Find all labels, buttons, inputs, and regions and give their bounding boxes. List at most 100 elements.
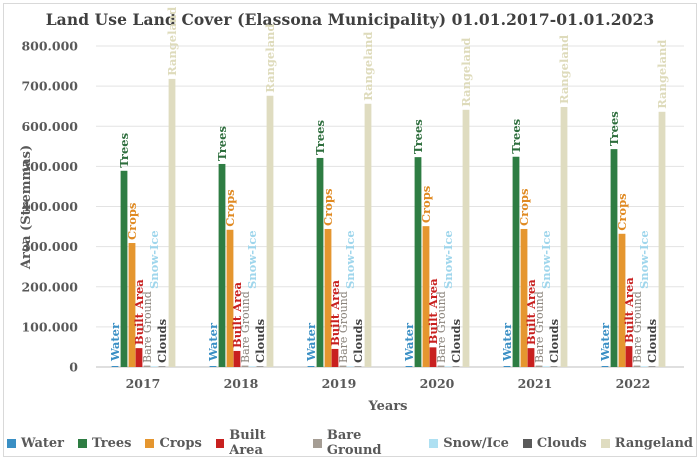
bar-snow-ice [542, 366, 550, 367]
bar-trees [316, 157, 324, 367]
legend-swatch [600, 438, 610, 448]
bar-clouds [158, 366, 166, 367]
legend-label: Trees [92, 435, 132, 451]
legend-item: Trees [78, 428, 131, 458]
bar-crops [618, 233, 626, 367]
data-label: Clouds [645, 319, 659, 363]
bar-trees [610, 149, 618, 367]
bar-trees [120, 170, 128, 367]
x-tick-label: 2020 [420, 376, 455, 391]
data-label: Trees [313, 120, 327, 155]
chart-frame [3, 3, 697, 457]
bar-rangeland [462, 109, 470, 367]
legend-swatch [215, 438, 225, 448]
data-label: Crops [223, 189, 237, 226]
y-tick-label: 600.000 [21, 119, 78, 134]
bar-water [111, 365, 119, 367]
data-label: Bare Ground [239, 291, 252, 363]
data-label: Crops [125, 203, 139, 240]
data-label: Rangeland [165, 7, 179, 76]
x-tick-label: 2021 [518, 376, 553, 391]
bar-built-area [527, 348, 535, 367]
legend-swatch [429, 438, 439, 448]
chart-title: Land Use Land Cover (Elassona Municipali… [45, 10, 655, 29]
legend-swatch [522, 438, 532, 448]
bar-crops [324, 228, 332, 367]
legend-swatch [145, 438, 155, 448]
bar-rangeland [364, 103, 372, 367]
data-label: Crops [419, 186, 433, 223]
bar-clouds [256, 366, 264, 367]
data-label: Crops [321, 189, 335, 226]
bar-rangeland [658, 111, 666, 368]
data-label: Built Area [230, 282, 244, 348]
data-label: Built Area [426, 278, 440, 344]
bar-water [503, 365, 511, 367]
y-tick-label: 700.000 [21, 79, 78, 94]
x-axis-label: Years [367, 399, 407, 414]
data-label: Clouds [155, 319, 169, 363]
bar-trees [512, 156, 520, 367]
bar-built-area [233, 350, 241, 367]
data-label: Built Area [328, 280, 342, 346]
data-label: Bare Ground [631, 291, 644, 363]
bar-water [307, 365, 315, 367]
bar-trees [414, 157, 422, 367]
bar-snow-ice [150, 366, 158, 367]
bar-clouds [354, 366, 362, 367]
legend-item: Snow/Ice [429, 428, 509, 458]
y-tick-label: 400.000 [21, 199, 78, 214]
legend-item: Water [7, 428, 64, 458]
bar-crops [422, 226, 430, 367]
data-label: Trees [411, 119, 425, 154]
data-label: Clouds [351, 319, 365, 363]
legend-label: Built Area [229, 428, 266, 458]
legend-item: Rangeland [600, 428, 693, 458]
data-label: Clouds [449, 319, 463, 363]
bar-clouds [550, 366, 558, 367]
data-label: Clouds [547, 319, 561, 363]
data-label: Snow-Ice [441, 230, 455, 289]
bar-snow-ice [346, 366, 354, 367]
legend-label: Snow/Ice [443, 435, 509, 451]
data-label: Rangeland [263, 24, 277, 93]
bar-water [209, 365, 217, 367]
bar-crops [128, 243, 136, 367]
data-label: Snow-Ice [147, 230, 161, 289]
data-label: Water [108, 322, 122, 362]
legend-swatch [313, 438, 322, 448]
bar-rangeland [168, 78, 176, 367]
data-label: Water [598, 322, 612, 362]
data-label: Bare Ground [141, 291, 154, 363]
bar-snow-ice [444, 366, 452, 367]
bar-clouds [452, 366, 460, 367]
bar-built-area [625, 346, 633, 367]
bar-bare-ground [535, 365, 543, 367]
data-label: Rangeland [655, 40, 669, 109]
data-label: Trees [117, 133, 131, 168]
legend-label: Clouds [536, 435, 587, 451]
data-label: Built Area [622, 277, 636, 343]
y-tick-label: 500.000 [21, 159, 78, 174]
data-label: Trees [509, 119, 523, 154]
data-label: Bare Ground [337, 291, 350, 363]
bar-water [405, 365, 413, 367]
data-label: Snow-Ice [637, 230, 651, 289]
bar-water [601, 365, 609, 367]
data-label: Water [304, 322, 318, 362]
bar-rangeland [266, 95, 274, 367]
data-label: Snow-Ice [245, 230, 259, 289]
bar-trees [218, 163, 226, 367]
y-tick-label: 0 [69, 360, 78, 375]
bar-clouds [648, 366, 656, 367]
data-label: Rangeland [557, 35, 571, 104]
data-label: Bare Ground [533, 291, 546, 363]
y-tick-label: 300.000 [21, 239, 78, 254]
data-label: Built Area [132, 279, 146, 345]
data-label: Built Area [524, 279, 538, 345]
y-tick-label: 200.000 [21, 279, 78, 294]
legend: Water Trees Crops Built Area Bare Ground Snow… [0, 428, 700, 458]
bar-bare-ground [633, 365, 641, 367]
bar-snow-ice [640, 366, 648, 367]
